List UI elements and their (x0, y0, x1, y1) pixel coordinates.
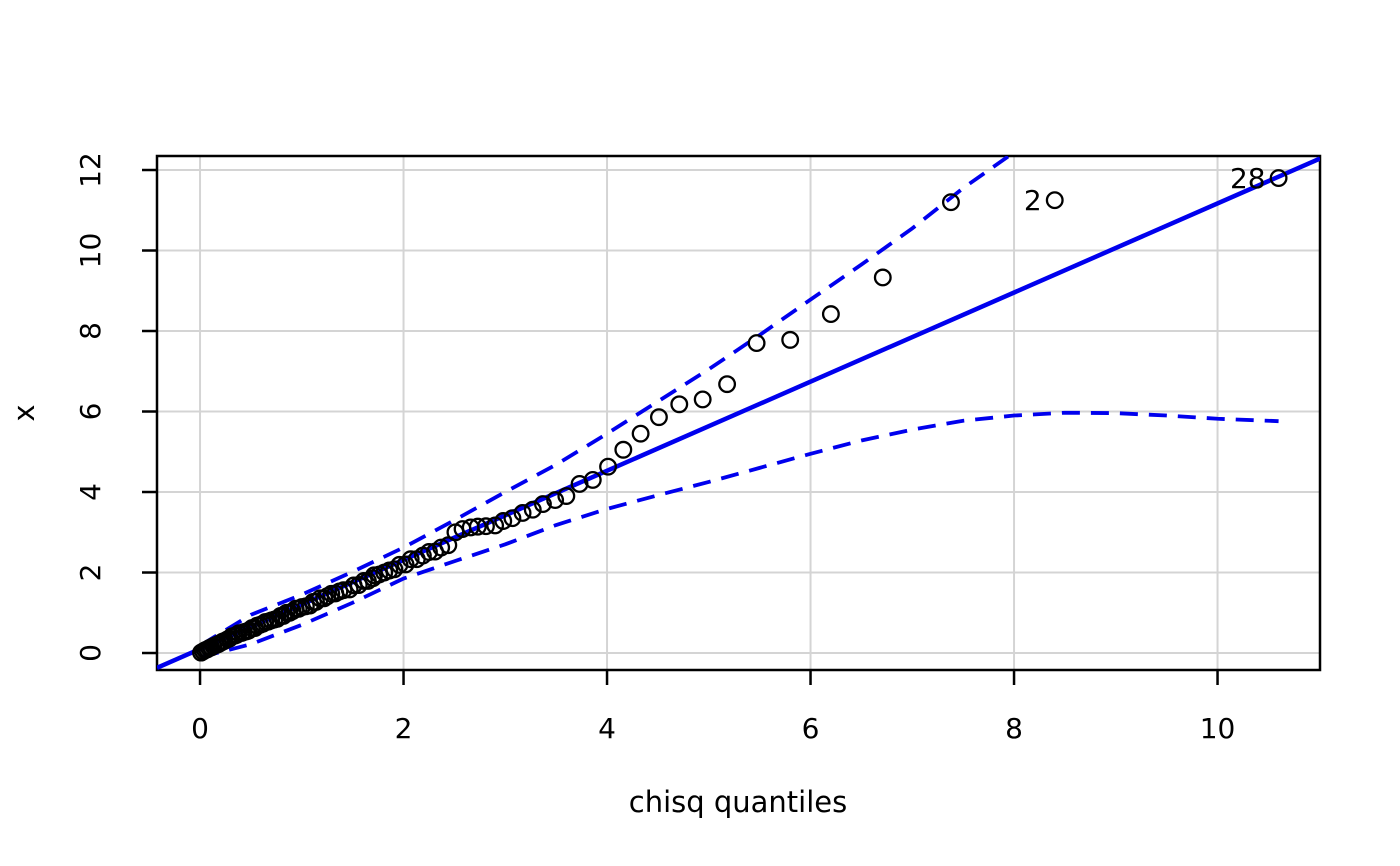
point-label: 2 (1024, 184, 1042, 217)
data-point (821, 305, 840, 324)
data-point (693, 390, 712, 409)
x-axis-title: chisq quantiles (629, 785, 848, 819)
y-axis-tick-label: 0 (74, 644, 107, 662)
data-point (396, 555, 415, 574)
data-point (334, 581, 353, 600)
data-point (873, 268, 892, 287)
points-layer (192, 169, 1288, 662)
y-axis-tick-label: 10 (74, 233, 107, 269)
data-point (614, 440, 633, 459)
data-point (385, 560, 404, 579)
data-point (649, 408, 668, 427)
data-point (557, 487, 576, 505)
x-axis-tick-label: 10 (1200, 712, 1236, 745)
data-point (546, 491, 565, 510)
y-axis-tick-label: 8 (74, 322, 107, 340)
x-axis-tick-label: 4 (598, 712, 616, 745)
x-axis-tick-label: 2 (395, 712, 413, 745)
confidence-envelope (200, 156, 1279, 659)
data-point (513, 503, 532, 522)
data-point (533, 495, 552, 514)
x-axis-tick-label: 0 (191, 712, 209, 745)
data-point (494, 512, 513, 530)
data-point (718, 375, 737, 394)
data-point (349, 576, 368, 594)
data-point (503, 509, 522, 528)
data-point (401, 550, 420, 569)
data-point (420, 543, 438, 561)
x-axis-tick-label: 8 (1005, 712, 1023, 745)
data-point (307, 592, 325, 611)
point-label: 28 (1230, 162, 1266, 195)
data-point (390, 555, 409, 574)
data-point (340, 580, 359, 599)
data-point (523, 500, 542, 519)
data-point (1045, 191, 1064, 210)
data-point (599, 457, 618, 476)
data-point (477, 517, 495, 536)
envelope-upper-line (200, 156, 1011, 647)
envelope-lower-line (200, 410, 1279, 659)
y-axis-tick-label: 4 (74, 483, 107, 501)
y-axis-tick-label: 12 (74, 152, 107, 188)
data-point (781, 330, 800, 349)
y-axis-tick-label: 6 (74, 403, 107, 421)
data-point (942, 193, 960, 212)
tick-layer: 0 2 4 6 8 10 0 2 4 6 8 10 12 (74, 152, 1235, 745)
grid-layer (157, 156, 1320, 670)
y-axis-title: x (7, 404, 41, 421)
data-point (583, 470, 602, 489)
point-labels-layer: 2 28 (1024, 162, 1266, 217)
plot-border (155, 154, 1322, 672)
x-axis-tick-label: 6 (802, 712, 820, 745)
data-point (468, 517, 487, 536)
data-point (1269, 169, 1288, 188)
y-axis-tick-label: 2 (74, 564, 107, 582)
data-point (631, 424, 650, 443)
data-point (670, 395, 689, 414)
data-point (747, 334, 766, 353)
